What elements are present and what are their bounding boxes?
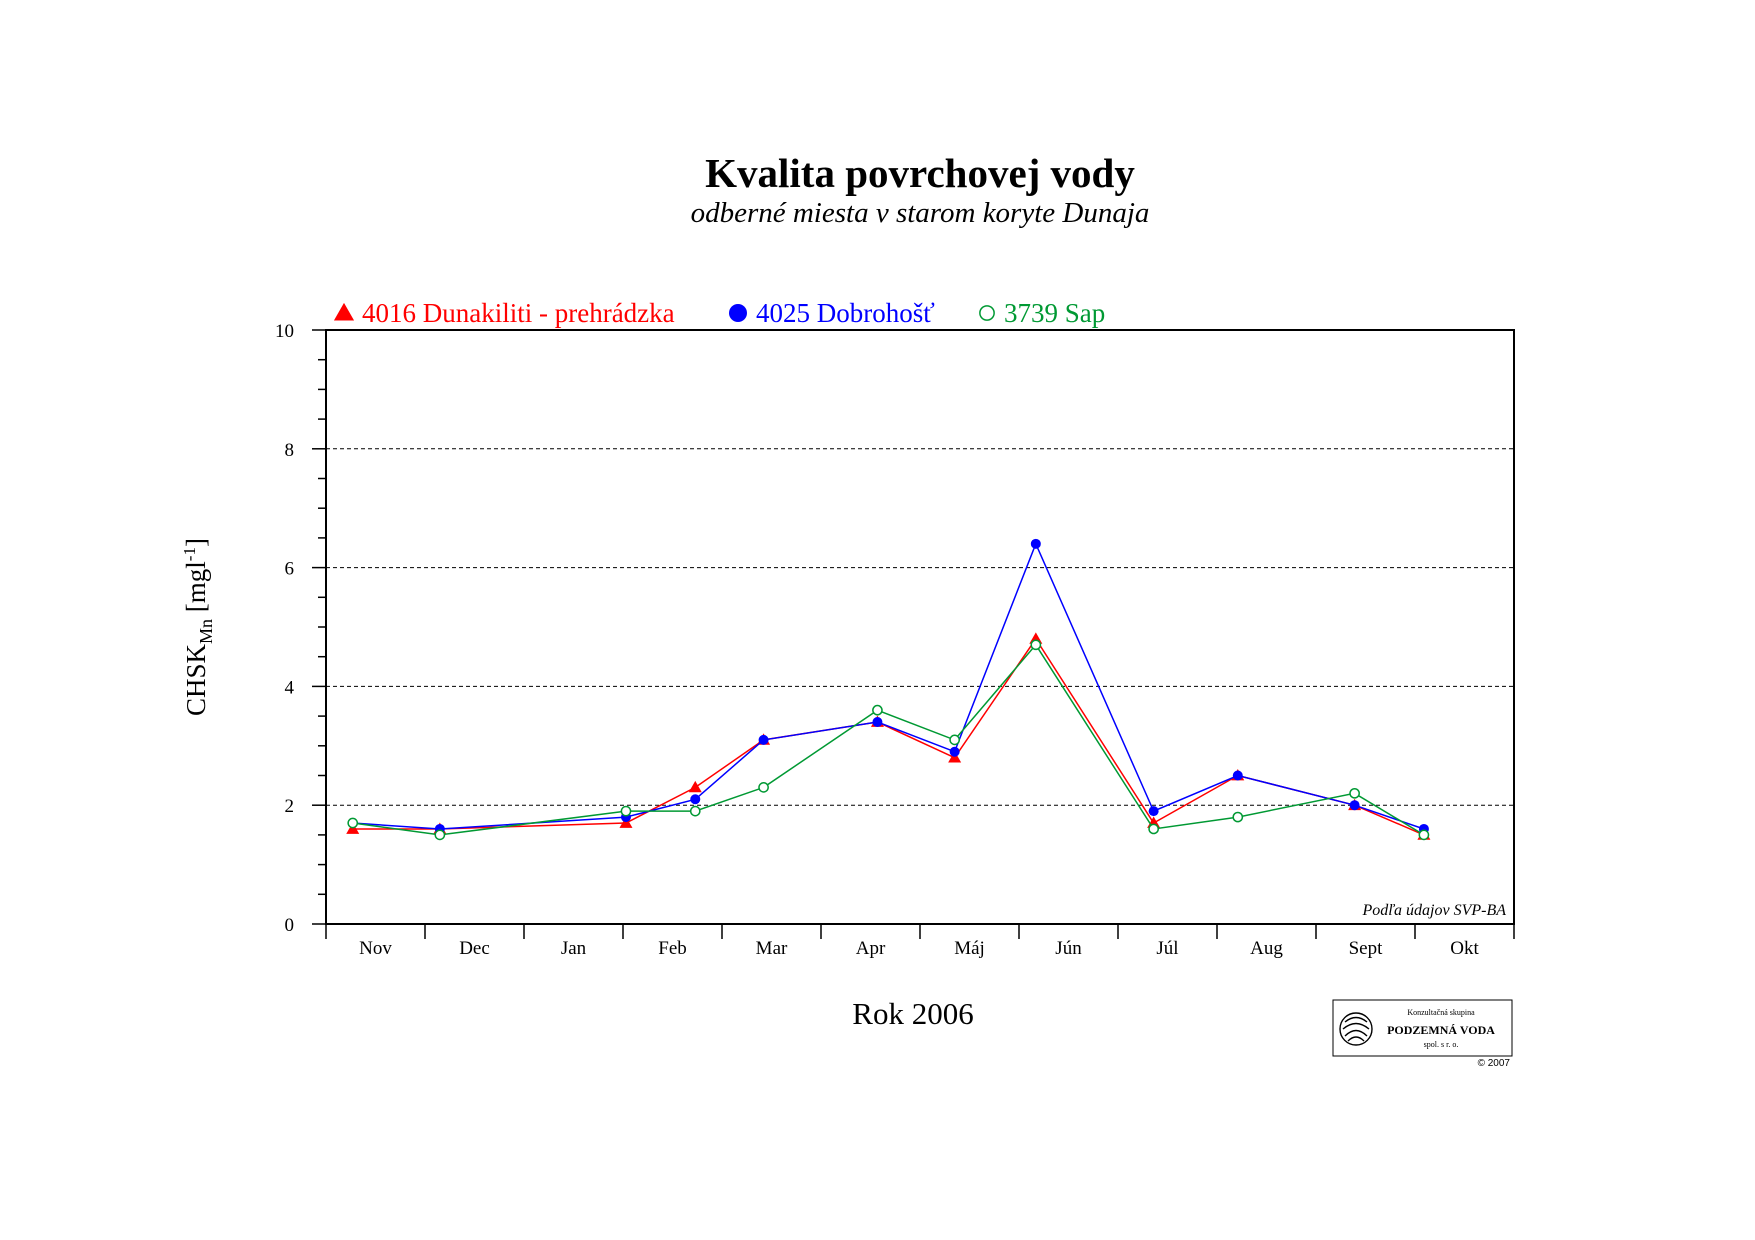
data-point	[1148, 823, 1159, 835]
legend-item: 4025 Dobrohošť	[729, 298, 935, 328]
y-tick-label: 10	[275, 321, 294, 342]
data-point	[1349, 787, 1360, 799]
x-axis: Nov Dec Jan Feb Mar Apr Máj Jún Júl Aug Sept Okt	[325, 924, 1515, 959]
y-tick-label: 4	[285, 677, 295, 698]
data-point	[1349, 800, 1360, 811]
data-point	[949, 746, 960, 757]
legend-item: 4016 Dunakiliti - prehrádzka	[333, 298, 675, 328]
data-point	[619, 816, 633, 828]
data-point	[347, 817, 359, 829]
y-tick-label: 0	[285, 915, 295, 936]
x-tick-label: Mar	[756, 938, 788, 959]
data-point	[434, 829, 446, 841]
legend: 4016 Dunakiliti - prehrádzka 4025 Dobroho…	[333, 298, 1105, 328]
source-annotation: Podľa údajov SVP-BA	[1361, 902, 1506, 919]
company-logo: Konzultačná skupina PODZEMNÁ VODA spol. …	[1332, 999, 1513, 1069]
legend-item: 3739 Sap	[979, 298, 1105, 328]
x-tick-label: Nov	[359, 938, 392, 959]
data-point	[1418, 829, 1430, 841]
logo-emblem	[1339, 1012, 1373, 1046]
legend-label: 3739 Sap	[1004, 298, 1105, 328]
logo-line-3: spol. s r. o.	[1424, 1040, 1459, 1049]
y-axis-title: CHSKMn [mgl-1]	[180, 538, 216, 716]
chart-title: Kvalita povrchovej vody	[705, 150, 1135, 196]
legend-label: 4016 Dunakiliti - prehrádzka	[362, 298, 675, 328]
logo-line-1: Konzultačná skupina	[1407, 1008, 1475, 1017]
x-tick-label: Jún	[1055, 938, 1082, 959]
data-point	[758, 734, 769, 745]
data-point	[1030, 639, 1042, 651]
y-tick-label: 6	[285, 559, 295, 580]
data-point	[948, 751, 962, 763]
data-point	[688, 780, 702, 793]
logo-line-2: PODZEMNÁ VODA	[1387, 1023, 1495, 1037]
legend-marker	[729, 304, 747, 322]
plot-frame	[325, 329, 1515, 925]
data-point	[872, 704, 883, 716]
y-tick-label: 2	[285, 796, 295, 817]
x-tick-label: Máj	[954, 938, 985, 959]
y-axis-title-unit-close: ]	[181, 538, 211, 547]
y-axis-title-subscript: Mn	[196, 619, 216, 644]
logo-copyright: © 2007	[1478, 1058, 1511, 1069]
series-1	[346, 632, 1431, 840]
grid-lines	[326, 448, 1514, 806]
legend-marker	[333, 302, 355, 321]
data-point	[1030, 538, 1041, 549]
x-tick-label: Sept	[1349, 938, 1384, 959]
y-tick-label: 8	[285, 440, 295, 461]
data-point	[872, 717, 883, 728]
series-3	[347, 639, 1430, 841]
series-line	[352, 541, 1425, 830]
x-tick-label: Apr	[856, 938, 886, 959]
series-layer	[346, 538, 1431, 841]
y-axis-title-superscript: -1	[180, 547, 199, 561]
x-tick-label: Okt	[1450, 938, 1479, 959]
data-point	[690, 794, 701, 805]
logo-frame	[1332, 999, 1513, 1057]
data-point	[949, 734, 961, 746]
series-line	[352, 643, 1425, 836]
y-axis-title-unit: [mgl	[181, 561, 211, 619]
data-point	[620, 805, 632, 817]
x-tick-label: Feb	[658, 938, 687, 959]
data-point	[1232, 770, 1243, 781]
x-tick-label: Jan	[561, 938, 587, 959]
x-axis-title: Rok 2006	[852, 996, 973, 1031]
x-tick-label: Júl	[1156, 938, 1178, 959]
data-point	[1148, 806, 1159, 817]
legend-label: 4025 Dobrohošť	[756, 298, 935, 328]
y-axis: 0 2 4 6 8 10	[275, 321, 326, 936]
x-tick-label: Dec	[459, 938, 490, 959]
data-point	[689, 805, 701, 817]
data-point	[1232, 811, 1244, 823]
y-axis-title-main: CHSK	[181, 643, 211, 716]
legend-marker	[979, 305, 995, 321]
data-point	[758, 782, 769, 793]
chart-subtitle: odberné miesta v starom koryte Dunaja	[691, 197, 1150, 229]
x-tick-label: Aug	[1250, 938, 1283, 959]
